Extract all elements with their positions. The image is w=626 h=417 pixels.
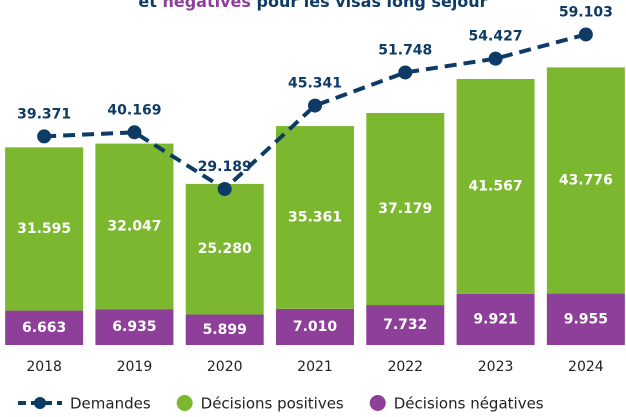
line-value-label: 45.341 <box>288 76 342 92</box>
x-tick-label: 2022 <box>387 359 423 375</box>
bar-value-label: 7.732 <box>383 317 427 333</box>
line-value-label: 39.371 <box>17 106 71 122</box>
bar-value-label: 9.921 <box>473 311 517 327</box>
line-value-label: 29.189 <box>198 159 252 175</box>
line-point <box>127 125 142 140</box>
bar-segment <box>546 67 625 294</box>
bar-value-label: 5.899 <box>203 322 247 338</box>
bar-segment <box>366 112 445 306</box>
bar-segment <box>366 305 445 345</box>
legend-label: Décisions négatives <box>394 395 544 413</box>
bar-segment <box>5 310 84 345</box>
title-part: négatives <box>162 0 250 11</box>
bar-value-label: 25.280 <box>198 241 252 257</box>
line-value-label: 40.169 <box>107 102 161 118</box>
bar-segment <box>276 308 354 345</box>
bar-segment <box>185 183 264 315</box>
x-tick-label: 2018 <box>26 359 62 375</box>
line-point <box>398 65 413 80</box>
bar-value-label: 43.776 <box>559 172 613 188</box>
bar-segment <box>5 147 84 311</box>
legend-label: Demandes <box>70 395 151 413</box>
line-point <box>578 27 593 42</box>
legend-icon <box>369 395 386 411</box>
line-point <box>488 51 503 66</box>
title-part: et <box>138 0 162 11</box>
line-point <box>217 182 232 197</box>
line-value-label: 51.748 <box>378 42 432 58</box>
bar-value-label: 35.361 <box>288 209 342 225</box>
bar-value-label: 31.595 <box>17 221 71 237</box>
chart-title: et négatives pour les visas long séjour <box>138 0 487 11</box>
bar-value-label: 7.010 <box>293 319 338 335</box>
x-tick-label: 2019 <box>117 359 153 375</box>
bar-segment <box>95 143 174 310</box>
bar-segment <box>546 293 625 345</box>
x-tick-label: 2020 <box>207 359 243 375</box>
x-tick-label: 2024 <box>568 359 604 375</box>
line-point <box>37 129 52 144</box>
legend-icon <box>34 397 46 409</box>
title-part: pour les visas long séjour <box>251 0 488 11</box>
x-tick-label: 2021 <box>297 359 333 375</box>
bar-segment <box>95 309 174 345</box>
legend-label: Décisions positives <box>201 395 344 413</box>
bar-value-label: 9.955 <box>564 311 608 327</box>
bar-segment <box>456 293 535 345</box>
bar-value-label: 37.179 <box>378 201 432 217</box>
bar-segment <box>185 314 264 345</box>
bar-value-label: 6.663 <box>22 320 66 336</box>
bar-value-label: 6.935 <box>112 319 156 335</box>
legend-icon <box>176 395 193 411</box>
x-tick-label: 2023 <box>478 359 514 375</box>
bar-value-label: 41.567 <box>469 178 523 194</box>
line-value-label: 59.103 <box>559 4 613 20</box>
bar-value-label: 32.047 <box>107 218 161 234</box>
bar-segment <box>276 126 354 309</box>
line-point <box>308 98 322 113</box>
bar-segment <box>456 78 535 294</box>
line-value-label: 54.427 <box>469 29 523 45</box>
